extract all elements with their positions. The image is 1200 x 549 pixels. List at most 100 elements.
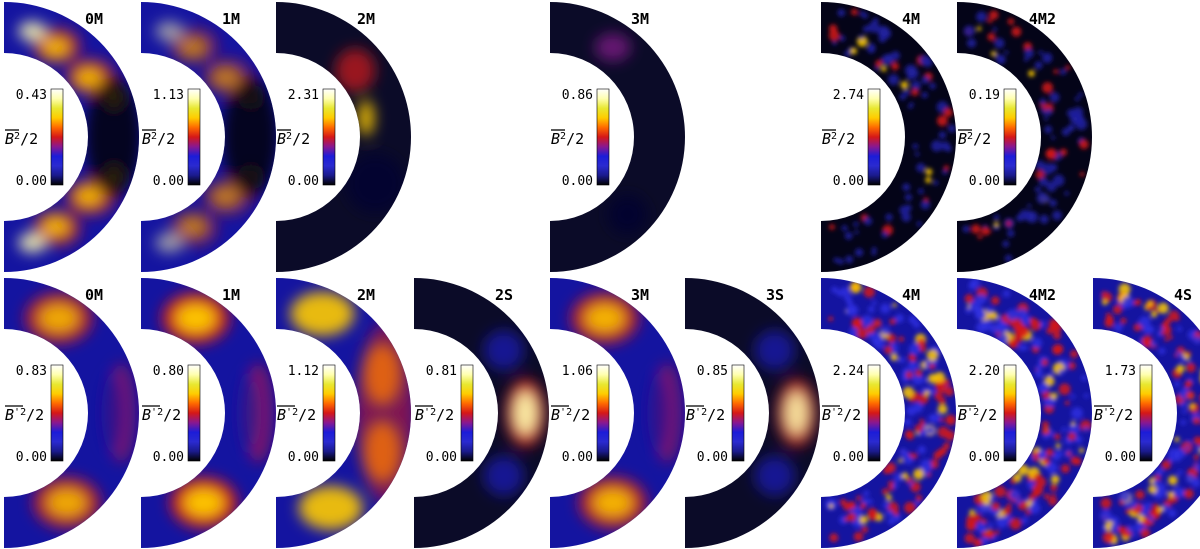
colorbar [596,364,610,462]
field-layer [161,292,272,529]
colorbar-label: B'2/2 [142,406,181,424]
colorbar-max: 0.85 [697,364,728,379]
panel-label: 4M [902,286,920,304]
colorbar-max: 1.06 [562,364,593,379]
colorbar-label: B'2/2 [822,406,861,424]
colorbar-min: 0.00 [562,174,593,189]
colorbar-max: 1.13 [153,88,184,103]
colorbar-label: B'2/2 [686,406,725,424]
panel-label: 0M [85,286,103,304]
colorbar [867,364,881,462]
colorbar-max: 2.74 [833,88,864,103]
colorbar [187,88,201,186]
panel-fluct-4m2: 4M2 2.20 0.00 B'2/2 [957,278,1092,548]
colorbar [187,364,201,462]
colorbar-min: 0.00 [833,450,864,465]
colorbar-label: B2/2 [142,130,175,148]
colorbar-max: 0.19 [969,88,1000,103]
panel-label: 0M [85,10,103,28]
panel-label: 2S [495,286,513,304]
colorbar [596,88,610,186]
field-layer [594,33,648,235]
colorbar-max: 0.43 [16,88,47,103]
colorbar-min: 0.00 [969,174,1000,189]
colorbar-max: 0.86 [562,88,593,103]
panel-label: 3M [631,10,649,28]
panel-label: 4S [1174,286,1192,304]
colorbar-label: B'2/2 [415,406,454,424]
panel-mean-0m: 0M 0.43 0.00 B2/2 [4,2,139,272]
panel-fluct-2m: 2M 1.12 0.00 B'2/2 [276,278,411,548]
shell [141,278,276,548]
colorbar-label: B'2/2 [1094,406,1133,424]
panel-label: 3S [766,286,784,304]
colorbar-max: 0.83 [16,364,47,379]
colorbar-min: 0.00 [833,174,864,189]
field-layer [570,292,681,529]
colorbar [322,88,336,186]
shell [550,278,685,548]
colorbar-min: 0.00 [153,174,184,189]
colorbar [322,364,336,462]
field-layer [964,278,1092,548]
colorbar-max: 2.24 [833,364,864,379]
panel-grid: 0M 0.43 0.00 B2/2 1M 1.13 0.00 B2/2 2M 2.31 0.00 B2… [4,2,1200,548]
colorbar-min: 0.00 [697,450,728,465]
colorbar-min: 0.00 [1105,450,1136,465]
colorbar-min: 0.00 [288,174,319,189]
colorbar-label: B2/2 [822,130,855,148]
panel-label: 2M [357,10,375,28]
panel-fluct-3m: 3M 1.06 0.00 B'2/2 [550,278,685,548]
colorbar [1139,364,1153,462]
colorbar [731,364,745,462]
panel-fluct-4s: 4S 1.73 0.00 B'2/2 [1093,278,1200,548]
panel-label: 2M [357,286,375,304]
panel-label: 1M [222,286,240,304]
colorbar-label: B'2/2 [551,406,590,424]
colorbar [50,88,64,186]
colorbar-max: 1.73 [1105,364,1136,379]
colorbar-min: 0.00 [16,174,47,189]
field-layer [754,330,817,496]
panel-fluct-2s: 2S 0.81 0.00 B'2/2 [414,278,549,548]
colorbar-max: 2.20 [969,364,1000,379]
shell [4,278,139,548]
colorbar-min: 0.00 [153,450,184,465]
field-layer [1100,283,1200,545]
colorbar-label: B'2/2 [277,406,316,424]
field-layer [828,8,956,265]
field-layer [483,330,546,496]
colorbar-min: 0.00 [288,450,319,465]
panel-fluct-1m: 1M 0.80 0.00 B'2/2 [141,278,276,548]
colorbar [460,364,474,462]
panel-mean-4m: 4M 2.74 0.00 B2/2 [821,2,956,272]
field-layer [962,10,1089,263]
shell [550,2,685,272]
panel-label: 4M2 [1029,286,1056,304]
colorbar-label: B2/2 [5,130,38,148]
panel-label: 4M2 [1029,10,1056,28]
field-layer [335,48,406,214]
colorbar-min: 0.00 [562,450,593,465]
colorbar-label: B2/2 [958,130,991,148]
panel-label: 4M [902,10,920,28]
panel-label: 3M [631,286,649,304]
colorbar-max: 0.80 [153,364,184,379]
field-layer [155,21,276,253]
field-layer [18,21,139,253]
shell [957,2,1092,272]
colorbar-min: 0.00 [16,450,47,465]
colorbar-label: B'2/2 [5,406,44,424]
panel-fluct-3s: 3S 0.85 0.00 B'2/2 [685,278,820,548]
colorbar-min: 0.00 [969,450,1000,465]
panel-fluct-0m: 0M 0.83 0.00 B'2/2 [4,278,139,548]
colorbar [1003,364,1017,462]
colorbar-max: 0.81 [426,364,457,379]
colorbar-label: B2/2 [551,130,584,148]
colorbar-label: B'2/2 [958,406,997,424]
field-layer [825,281,956,543]
panel-mean-1m: 1M 1.13 0.00 B2/2 [141,2,276,272]
panel-label: 1M [222,10,240,28]
colorbar-label: B2/2 [277,130,310,148]
colorbar-max: 2.31 [288,88,319,103]
